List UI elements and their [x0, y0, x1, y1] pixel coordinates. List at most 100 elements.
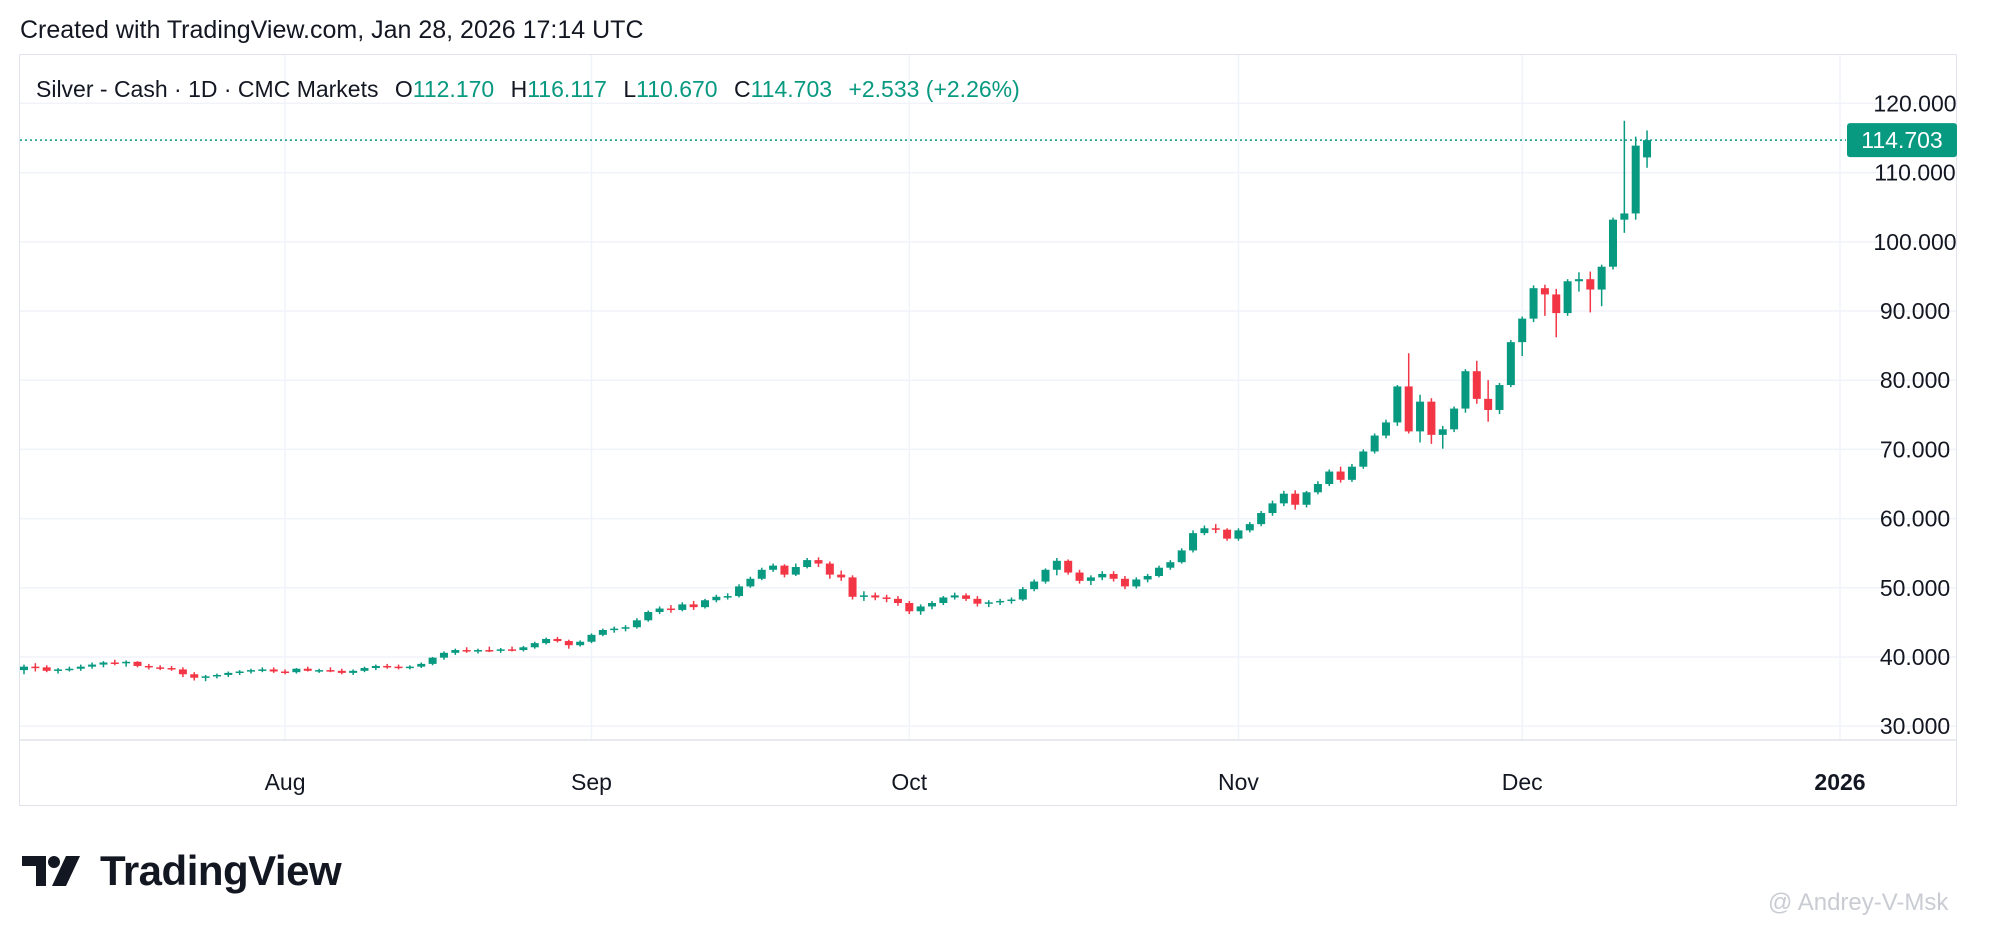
candle	[610, 626, 619, 633]
candle-body	[576, 641, 585, 646]
candle	[519, 645, 528, 652]
candle	[439, 651, 448, 660]
candle-body	[1052, 560, 1061, 570]
candle	[859, 591, 868, 601]
candle-body	[814, 560, 823, 564]
candle-body	[530, 643, 539, 648]
candle	[428, 656, 437, 666]
candle	[1586, 271, 1595, 313]
candle	[224, 671, 233, 678]
candle-body	[247, 670, 255, 672]
candle	[735, 584, 744, 598]
candle	[1484, 380, 1493, 422]
candle	[303, 666, 312, 672]
candle-body	[1075, 572, 1084, 581]
candle-body	[542, 638, 551, 644]
candle	[1416, 394, 1425, 443]
candle-body	[1007, 599, 1016, 602]
candle-body	[666, 608, 675, 611]
candle	[88, 662, 97, 669]
low-value: 110.670	[636, 76, 718, 102]
candle-body	[212, 674, 221, 677]
symbol-legend: Silver - Cash · 1D · CMC Markets O112.17…	[36, 76, 1020, 103]
candle-body	[655, 608, 664, 612]
candle	[1245, 522, 1254, 533]
candle-body	[1427, 401, 1436, 435]
candle-body	[973, 598, 982, 604]
candle-body	[735, 586, 744, 597]
candle-body	[281, 671, 290, 673]
symbol-name: Silver - Cash · 1D · CMC Markets	[36, 76, 379, 102]
candle-body	[1359, 451, 1368, 467]
candle-body	[394, 666, 403, 669]
candle-body	[1211, 528, 1220, 530]
x-tick-label: Nov	[1218, 769, 1259, 795]
candle	[54, 668, 63, 674]
candle-body	[65, 668, 74, 671]
candle	[1563, 279, 1572, 316]
candle-body	[269, 669, 278, 672]
author-watermark: @ Andrey-V-Msk	[1768, 889, 1949, 916]
candle	[1030, 579, 1039, 592]
candle	[1302, 490, 1311, 508]
candle	[746, 576, 755, 588]
candle-body	[508, 649, 517, 651]
candle-body	[746, 578, 755, 587]
candle-body	[1064, 560, 1073, 573]
candle	[1620, 120, 1629, 233]
candle-body	[1030, 581, 1039, 590]
candle-body	[825, 563, 834, 575]
x-tick-label: Dec	[1502, 769, 1543, 795]
open-label: O	[394, 76, 413, 102]
candle	[1631, 136, 1640, 220]
candle-body	[303, 668, 312, 671]
candle-body	[780, 565, 789, 575]
candle	[394, 664, 403, 670]
candle	[1347, 463, 1356, 482]
candle	[871, 592, 880, 601]
candle	[360, 666, 369, 673]
candle-body	[76, 666, 85, 669]
candle	[1404, 353, 1413, 434]
candle	[1132, 577, 1141, 589]
candle	[587, 633, 596, 644]
candle-body	[144, 665, 153, 668]
candle-body	[1438, 429, 1447, 435]
candle-body	[678, 604, 687, 610]
candle	[508, 646, 517, 652]
candle-body	[1382, 422, 1390, 436]
candle	[212, 673, 221, 679]
candle	[689, 600, 698, 610]
candle	[882, 594, 891, 603]
candle-body	[1620, 213, 1629, 220]
candle-body	[1416, 401, 1425, 432]
candles	[20, 120, 1652, 682]
candle-body	[610, 628, 619, 631]
candle-body	[632, 620, 641, 628]
candle	[769, 563, 778, 572]
candle-body	[1155, 567, 1163, 577]
chart-area[interactable]	[19, 54, 1957, 806]
candle-body	[326, 670, 335, 672]
candle-body	[1506, 342, 1515, 386]
candle	[201, 674, 210, 682]
candle-body	[405, 666, 414, 669]
candle-body	[1223, 529, 1232, 539]
candle-body	[1086, 577, 1095, 581]
tradingview-logo[interactable]: TradingView	[22, 847, 342, 895]
candle-body	[1586, 279, 1595, 290]
candle-body	[122, 661, 131, 664]
candle-body	[1200, 528, 1209, 534]
high-value: 116.117	[527, 76, 607, 102]
candle	[20, 664, 28, 675]
candle-body	[156, 667, 165, 669]
candle-body	[451, 650, 460, 653]
candle-body	[1609, 219, 1617, 267]
candle	[462, 647, 471, 653]
candle	[99, 661, 108, 668]
candle	[110, 659, 119, 666]
candle	[632, 618, 641, 629]
candle-body	[519, 647, 528, 651]
candle-body	[190, 674, 199, 678]
